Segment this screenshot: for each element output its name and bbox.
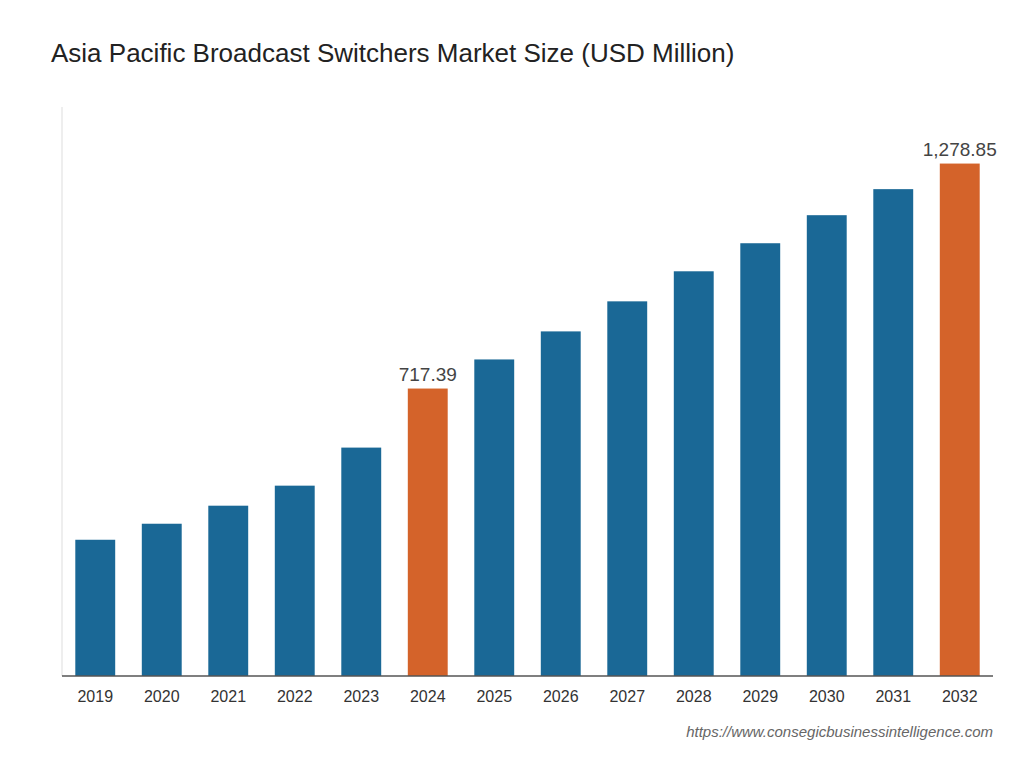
x-tick-label: 2024 [410, 688, 446, 705]
x-tick-label: 2027 [609, 688, 645, 705]
annotation: https://www.consegicbusinessintelligence… [686, 723, 993, 740]
x-tick-label: 2023 [343, 688, 379, 705]
chart-svg: Asia Pacific Broadcast Switchers Market … [0, 0, 1024, 768]
bars [75, 164, 979, 676]
title: Asia Pacific Broadcast Switchers Market … [51, 38, 734, 68]
chart-container: Asia Pacific Broadcast Switchers Market … [0, 0, 1024, 768]
bar [541, 331, 581, 676]
bar [75, 540, 115, 676]
bar [142, 524, 182, 676]
data-label: 717.39 [399, 364, 457, 385]
x-tick-label: 2019 [77, 688, 113, 705]
background [0, 0, 1024, 768]
x-axis-line [62, 675, 993, 677]
x-tick-label: 2020 [144, 688, 180, 705]
bar [740, 243, 780, 676]
bar [674, 271, 714, 676]
bar [873, 189, 913, 676]
bar [474, 359, 514, 676]
data-label: 1,278.85 [923, 139, 997, 160]
bar [408, 389, 448, 676]
bar [208, 506, 248, 676]
x-tick-label: 2026 [543, 688, 579, 705]
bar [275, 486, 315, 676]
x-tick-label: 2028 [676, 688, 712, 705]
x-tick-label: 2025 [476, 688, 512, 705]
x-tick-label: 2021 [210, 688, 246, 705]
bar [940, 164, 980, 676]
x-tick-label: 2030 [809, 688, 845, 705]
x-tick-label: 2032 [942, 688, 978, 705]
x-tick-label: 2031 [875, 688, 911, 705]
bar [607, 301, 647, 676]
bar [807, 215, 847, 676]
x-tick-label: 2022 [277, 688, 313, 705]
y-axis-line [62, 107, 63, 676]
x-tick-label: 2029 [742, 688, 778, 705]
bar [341, 448, 381, 676]
